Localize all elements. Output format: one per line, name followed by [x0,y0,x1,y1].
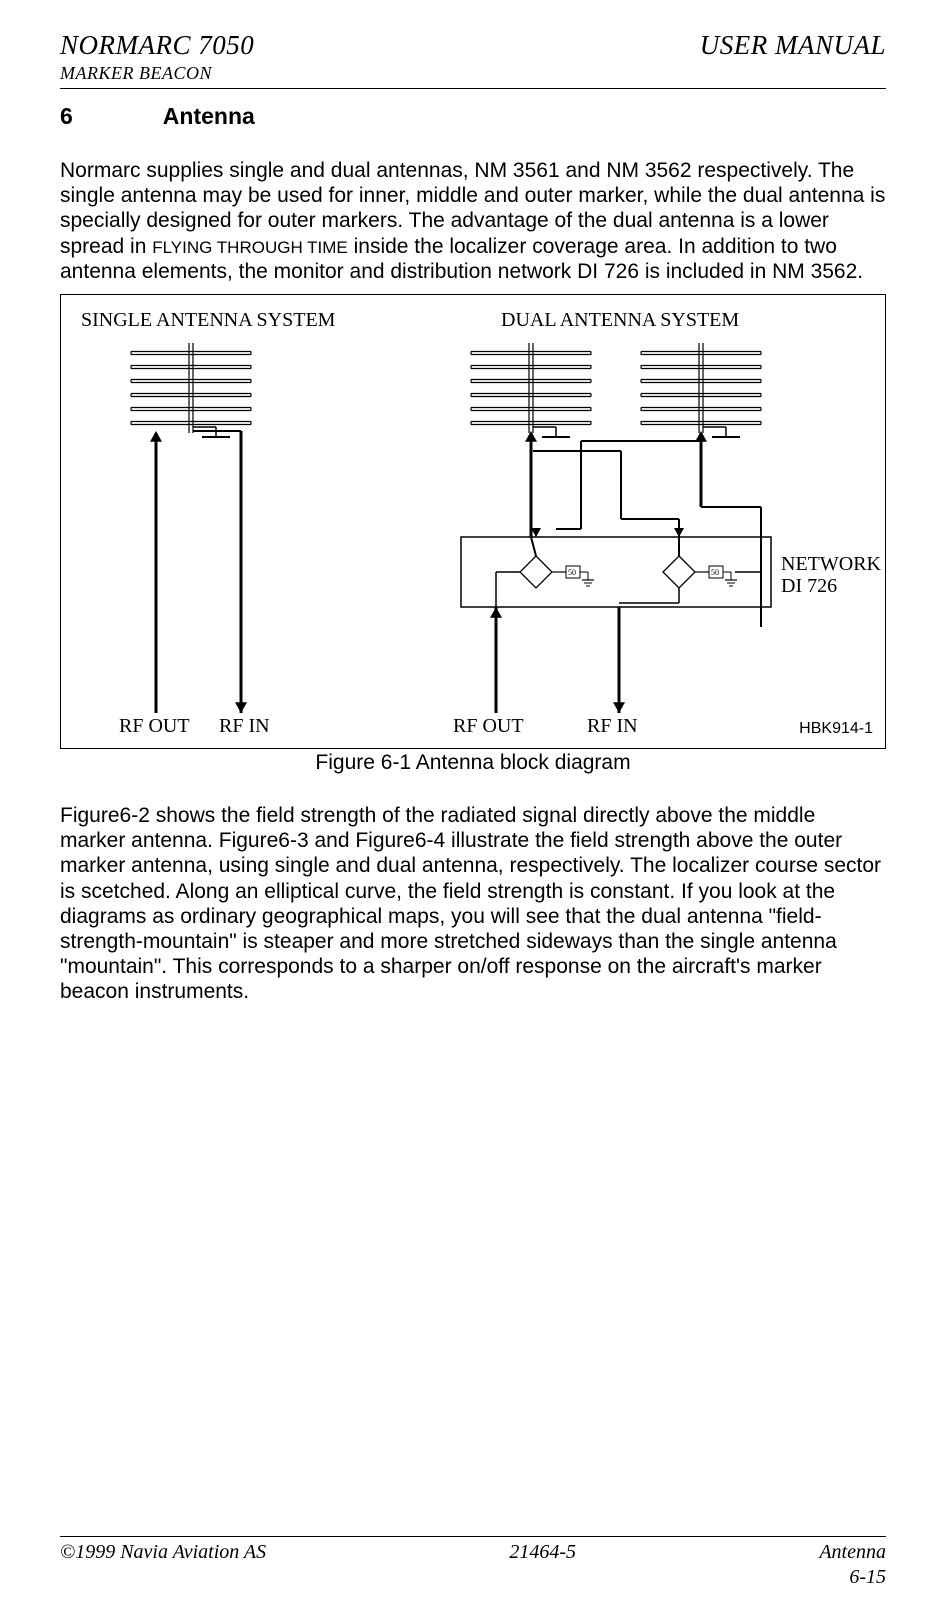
footer-mid: 21464-5 [509,1541,576,1564]
svg-text:50: 50 [568,568,576,577]
single-system-title: SINGLE ANTENNA SYSTEM [81,309,335,332]
paragraph-1: Normarc supplies single and dual antenna… [60,158,886,284]
paragraph-2: Figure6-2 shows the field strength of th… [60,803,886,1005]
rf-in-1: RF IN [219,715,270,738]
section-title: Antenna [163,103,255,130]
antenna-block-diagram: SINGLE ANTENNA SYSTEM DUAL ANTENNA SYSTE… [60,294,886,749]
diagram-svg: 50 50 [61,295,887,750]
section-number: 6 [60,103,73,130]
p1-sc1: flying through time [152,238,348,257]
footer-page: 6-15 [60,1566,886,1589]
network-l2: DI 726 [781,575,837,597]
figure-caption: Figure 6-1 Antenna block diagram [60,751,886,775]
rf-in-2: RF IN [587,715,638,738]
footer-right: Antenna [819,1541,886,1564]
section-heading: 6 Antenna [60,103,886,130]
drawing-number: HBK914-1 [799,720,873,738]
page-footer: ©1999 Navia Aviation AS 21464-5 Antenna … [60,1536,886,1589]
network-label: NETWORK DI 726 [781,553,881,597]
header-sub: MARKER BEACON [60,63,886,84]
network-l1: NETWORK [781,553,881,575]
rf-out-1: RF OUT [119,715,190,738]
svg-text:50: 50 [711,568,719,577]
header-rule [60,88,886,89]
footer-rule [60,1536,886,1537]
header-left: NORMARC 7050 [60,30,254,61]
rf-out-2: RF OUT [453,715,524,738]
page-header: NORMARC 7050 USER MANUAL [60,30,886,61]
header-right: USER MANUAL [700,30,886,61]
dual-system-title: DUAL ANTENNA SYSTEM [501,309,739,332]
footer-left: ©1999 Navia Aviation AS [60,1541,266,1564]
